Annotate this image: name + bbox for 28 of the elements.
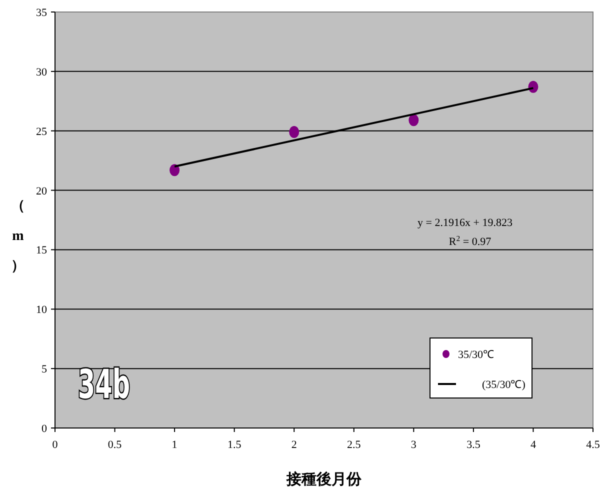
x-tick-label: 0.5	[108, 439, 122, 451]
x-tick-label: 4.5	[586, 439, 600, 451]
x-tick-label: 2.5	[347, 439, 362, 451]
x-tick-label: 3.5	[466, 439, 481, 451]
y-tick-label: 20	[36, 185, 48, 198]
annotation: 34b	[78, 362, 154, 408]
x-axis-title: 接種後月份	[286, 470, 362, 488]
x-tick-label: 3	[410, 439, 417, 451]
point	[170, 164, 180, 176]
annotation: y = 2.1916x + 19.823	[418, 217, 513, 229]
legend-label: 35/30℃	[458, 349, 494, 361]
y-tick-label: 30	[36, 66, 48, 78]
x-tick-label: 2	[291, 439, 297, 451]
y-tick-label: 5	[42, 364, 48, 376]
x-tick-label: 4	[530, 439, 536, 451]
y-tick-label: 25	[36, 126, 48, 138]
x-tick-label: 0	[52, 439, 58, 451]
legend-label: (35/30℃)	[482, 379, 526, 391]
x-tick-label: 1	[172, 439, 178, 451]
point	[408, 114, 419, 126]
point	[289, 126, 300, 138]
y-tick-label: 35	[36, 7, 48, 19]
y-axis-title: （m）	[11, 199, 25, 274]
x-tick-label: 1.5	[227, 439, 242, 451]
y-tick-label: 15	[36, 244, 48, 257]
annotation: R$^{2}$ = 0.97	[448, 234, 492, 248]
y-tick-label: 0	[42, 423, 48, 435]
y-tick-label: 10	[36, 304, 48, 316]
